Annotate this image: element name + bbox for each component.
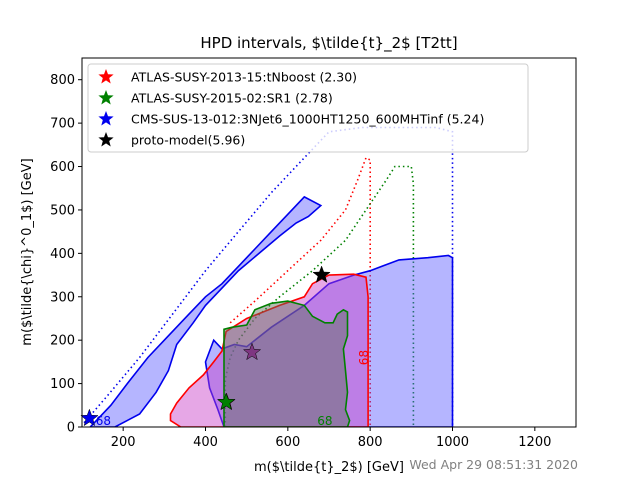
legend-box [87,63,529,153]
legend-star-3 [98,132,114,147]
contour-label-1: 68 [317,414,332,428]
red-68-region [169,273,369,427]
legend-label-0: ATLAS-SUSY-2013-15:tNboost (2.30) [131,70,357,85]
legend-label-1: ATLAS-SUSY-2015-02:SR1 (2.78) [131,91,333,106]
legend-label-3: proto-model(5.96) [131,133,245,148]
blue-95-boundary [83,126,454,427]
star-3 [312,265,331,283]
y-tick-label: 500 [50,203,75,218]
contour-label-2: 68 [96,414,111,428]
x-tick-label: 1200 [518,435,551,450]
legend-star-2 [98,111,114,126]
y-tick-label: 0 [67,421,75,436]
y-tick-label: 600 [50,160,75,175]
y-tick-label: 100 [50,377,75,392]
legend-star-0 [98,69,114,84]
blue-68-region-strip [89,195,323,427]
plot-area: 68 68 68 [80,126,454,428]
extra-star-0 [242,342,262,361]
axes: 200 400 600 800 1000 1200 0 100 200 300 400 500 600 7… [50,57,577,450]
x-tick-label: 200 [111,435,136,450]
y-axis-label: m($\tilde{\chi}^0_1$) [GeV] [20,158,35,345]
x-tick-label: 1000 [436,435,469,450]
legend-label-2: CMS-SUS-13-012:3NJet6_1000HT1250_600MHTi… [131,112,484,127]
x-tick-label: 400 [193,435,218,450]
legend: ATLAS-SUSY-2013-15:tNboost (2.30) ATLAS-S… [87,63,529,153]
y-tick-label: 700 [50,117,75,132]
contours: 68 68 68 [83,126,454,428]
axes-frame [81,57,577,428]
timestamp: Wed Apr 29 08:51:31 2020 [409,457,578,472]
legend-star-1 [98,90,114,105]
star-2 [80,408,99,427]
y-tick-label: 800 [50,73,75,88]
red-95-boundary [229,156,372,427]
y-tick-label: 200 [50,334,75,349]
x-tick-label: 600 [275,435,300,450]
blue-68-region-main [204,254,454,427]
star-1 [216,392,236,411]
x-tick-label: 800 [358,435,383,450]
green-95-boundary [224,165,415,427]
chart-title: HPD intervals, $\tilde{t}_2$ [T2tt] [200,34,457,53]
contour-label-0: 68 [357,350,371,365]
y-tick-label: 400 [50,247,75,262]
y-tick-label: 300 [50,290,75,305]
x-axis-label: m($\tilde{t}_2$) [GeV] [254,460,404,475]
green-68-region [223,300,351,427]
